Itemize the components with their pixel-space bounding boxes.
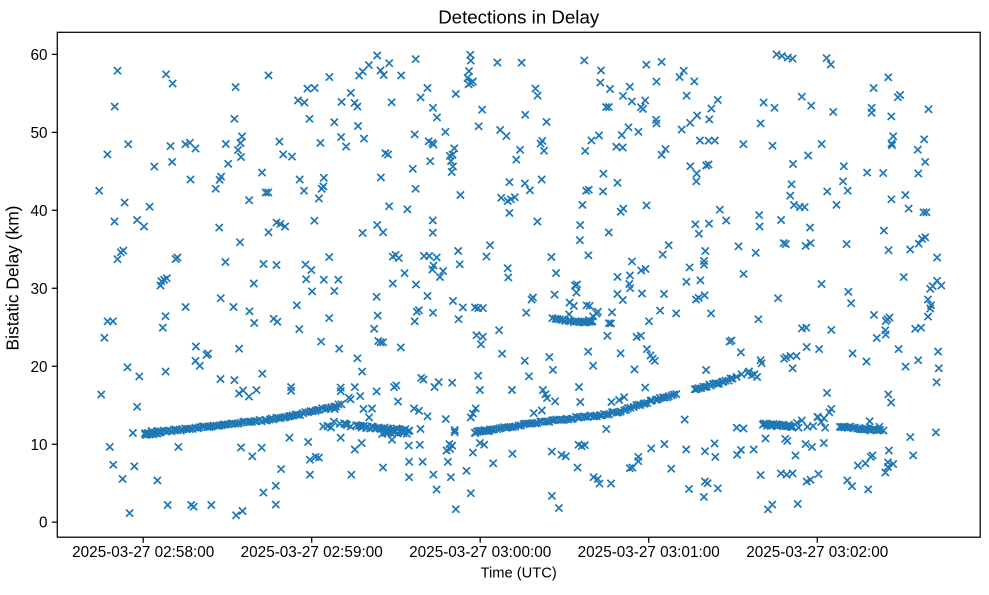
svg-text:20: 20 bbox=[30, 359, 47, 376]
svg-text:2025-03-27 02:58:00: 2025-03-27 02:58:00 bbox=[72, 544, 214, 561]
svg-text:2025-03-27 03:02:00: 2025-03-27 03:02:00 bbox=[746, 544, 888, 561]
svg-text:40: 40 bbox=[30, 203, 47, 220]
svg-text:30: 30 bbox=[30, 281, 47, 298]
svg-text:2025-03-27 03:00:00: 2025-03-27 03:00:00 bbox=[409, 544, 551, 561]
svg-text:10: 10 bbox=[30, 437, 47, 454]
svg-text:Time (UTC): Time (UTC) bbox=[481, 565, 557, 581]
svg-text:2025-03-27 02:59:00: 2025-03-27 02:59:00 bbox=[241, 544, 383, 561]
svg-text:50: 50 bbox=[30, 125, 47, 142]
svg-text:2025-03-27 03:01:00: 2025-03-27 03:01:00 bbox=[578, 544, 720, 561]
svg-text:60: 60 bbox=[30, 47, 47, 64]
svg-text:Detections in Delay: Detections in Delay bbox=[438, 6, 600, 27]
svg-text:0: 0 bbox=[39, 515, 48, 532]
svg-text:Bistatic Delay (km): Bistatic Delay (km) bbox=[3, 206, 23, 351]
